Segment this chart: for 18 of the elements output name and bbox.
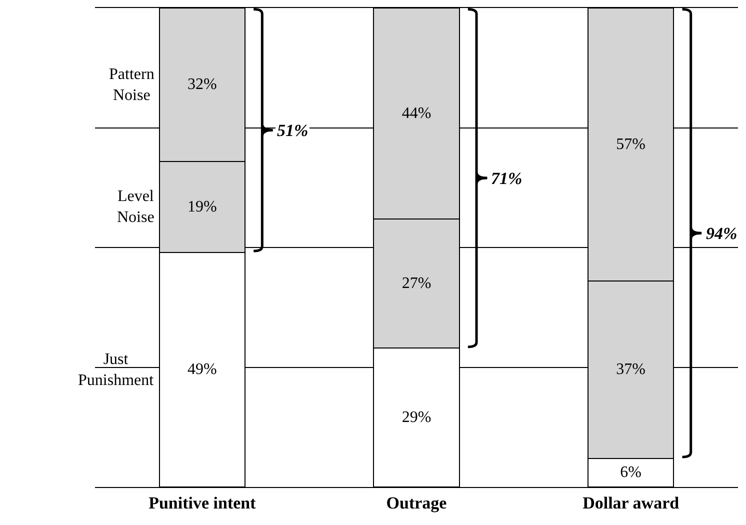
data-label: 6% <box>620 464 642 482</box>
data-label: 37% <box>616 361 646 378</box>
annotation: 51% <box>277 121 308 140</box>
annotation: 94% <box>706 224 738 243</box>
series-label: Level Noise <box>117 188 154 226</box>
annotation: 71% <box>491 169 522 188</box>
x-tick-label: Dollar award <box>582 493 680 512</box>
x-tick-label: Outrage <box>386 493 448 512</box>
series-label: Just Punishment <box>78 351 154 389</box>
data-label: 27% <box>402 274 432 292</box>
series-label: Pattern Noise <box>109 66 154 104</box>
x-tick-label: Punitive intent <box>148 493 256 512</box>
data-label: 44% <box>402 104 432 122</box>
data-label: 49% <box>188 361 217 378</box>
data-label: 57% <box>616 136 646 154</box>
data-label: 32% <box>188 76 217 94</box>
data-label: 19% <box>188 198 217 216</box>
data-label: 29% <box>402 409 432 426</box>
